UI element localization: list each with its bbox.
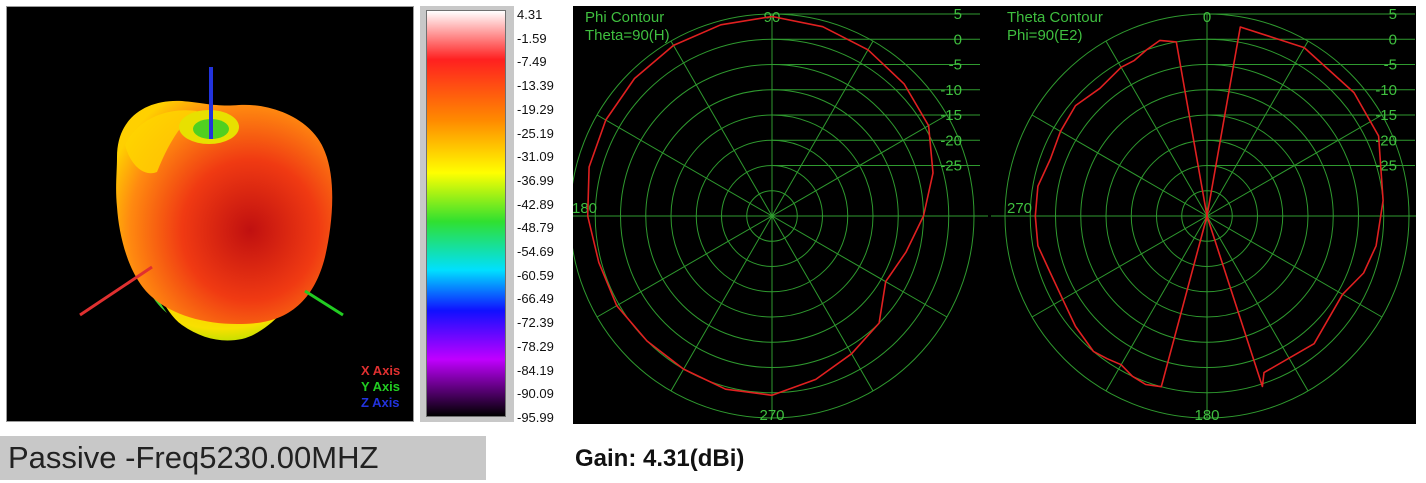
scale-label: -54.69: [517, 244, 554, 259]
scale-label: -31.09: [517, 149, 554, 165]
pattern-3d-view[interactable]: X Axis Y Axis Z Axis: [6, 6, 414, 422]
z-axis-label: Z Axis: [361, 395, 400, 410]
radial-tick-label: -25: [940, 158, 962, 175]
x-axis-line: [79, 265, 153, 317]
y-axis-label: Y Axis: [361, 379, 401, 394]
radial-tick-label: -20: [1375, 132, 1397, 149]
colorbar-gradient: [426, 10, 506, 417]
scale-label: -66.49: [517, 291, 554, 307]
chart-subtitle: Phi=90(E2): [1007, 27, 1082, 44]
scale-label: -7.49: [517, 54, 547, 70]
z-axis-legend: Z Axis: [361, 395, 400, 411]
angle-label-top: 90: [764, 9, 781, 26]
gain-label: Gain: 4.31(dBi): [575, 445, 745, 472]
scale-label: -72.39: [517, 315, 554, 331]
radial-tick-label: -10: [1375, 82, 1397, 99]
x-axis-legend: X Axis: [361, 363, 400, 379]
scale-label: 4.31: [517, 7, 543, 22]
scale-label: -95.99: [517, 409, 554, 425]
pattern-trace: [1034, 26, 1384, 388]
pattern-trace: [586, 15, 934, 397]
angle-label-top: 0: [1203, 9, 1211, 26]
radial-tick-label: -5: [1384, 57, 1397, 74]
radial-tick-label: -25: [1375, 158, 1397, 175]
scale-label: -36.99: [517, 172, 554, 188]
scale-label: -60.59: [517, 267, 554, 283]
scale-label: -42.89: [517, 196, 554, 212]
angle-label-bottom: 180: [1194, 407, 1219, 424]
mode-frequency-label: Passive -Freq5230.00MHZ: [0, 436, 486, 480]
y-axis-line: [304, 289, 344, 317]
scale-label: -48.79: [517, 220, 554, 236]
scale-label: -84.19: [517, 362, 554, 378]
angle-label-left: 180: [573, 200, 597, 217]
radial-tick-label: -5: [949, 57, 962, 74]
scale-label: -13.39: [517, 78, 554, 94]
radial-tick-label: 0: [954, 31, 962, 48]
angle-label-bottom: 270: [759, 407, 784, 424]
x-axis-label: X Axis: [361, 363, 401, 378]
scale-label: -25.19: [517, 125, 554, 141]
main-lobe: [116, 100, 333, 324]
chart-title: Phi Contour: [585, 9, 664, 26]
top-highlight: [125, 110, 197, 174]
scale-label: -1.59: [517, 30, 547, 46]
angle-label-left: 270: [1007, 200, 1032, 217]
scale-label: -90.09: [517, 386, 554, 402]
radial-tick-label: 5: [954, 6, 962, 23]
colorbar: [420, 6, 514, 422]
scale-label: -78.29: [517, 338, 554, 354]
radial-tick-label: -20: [940, 132, 962, 149]
radial-tick-label: -10: [940, 82, 962, 99]
chart-title: Theta Contour: [1007, 9, 1103, 26]
radial-tick-label: -15: [1375, 107, 1397, 124]
y-axis-legend: Y Axis: [361, 379, 400, 395]
scale-label: -19.29: [517, 101, 554, 117]
chart-subtitle: Theta=90(H): [585, 27, 670, 44]
radial-tick-label: -15: [940, 107, 962, 124]
polar-panel: 5 0 -5 -10 -15 -20 -25 Phi Contour Theta=90(H) 90…: [573, 6, 1416, 424]
radiation-pattern-3d: [79, 67, 344, 341]
colorbar-scale: 4.31 -1.59 -7.49 -13.39 -19.29 -25.19 -31.09 -3…: [517, 0, 573, 430]
radial-tick-label: 5: [1389, 6, 1397, 23]
radial-tick-label: 0: [1389, 31, 1397, 48]
